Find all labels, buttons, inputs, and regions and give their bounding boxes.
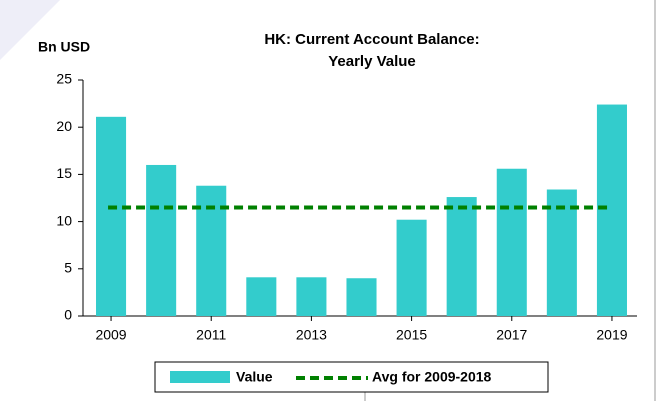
decoration	[0, 0, 60, 60]
bar	[546, 189, 577, 316]
y-tick-label: 5	[64, 260, 72, 276]
bar	[596, 104, 627, 316]
x-tick-label: 2015	[396, 327, 427, 343]
bar	[446, 197, 477, 316]
bar	[346, 278, 377, 316]
bar	[296, 277, 327, 316]
bar	[146, 164, 177, 316]
bar	[396, 219, 427, 316]
x-tick-label: 2017	[496, 327, 527, 343]
bar	[496, 168, 527, 316]
y-tick-label: 10	[56, 212, 72, 228]
legend-label: Value	[236, 369, 273, 385]
bar	[246, 277, 277, 316]
y-tick-label: 25	[56, 71, 72, 87]
y-tick-label: 15	[56, 165, 72, 181]
y-axis-label: Bn USD	[38, 39, 90, 55]
bar	[196, 185, 227, 316]
chart-subtitle: Yearly Value	[328, 53, 416, 70]
x-tick-label: 2011	[196, 327, 226, 343]
bar	[96, 116, 127, 316]
y-tick-label: 0	[64, 307, 72, 323]
x-tick-label: 2013	[296, 327, 327, 343]
legend-label: Avg for 2009-2018	[372, 369, 492, 385]
chart-title: HK: Current Account Balance:	[264, 31, 479, 48]
legend-swatch	[170, 371, 230, 383]
y-tick-label: 20	[56, 118, 72, 134]
x-tick-label: 2009	[95, 327, 126, 343]
x-tick-label: 2019	[596, 327, 627, 343]
